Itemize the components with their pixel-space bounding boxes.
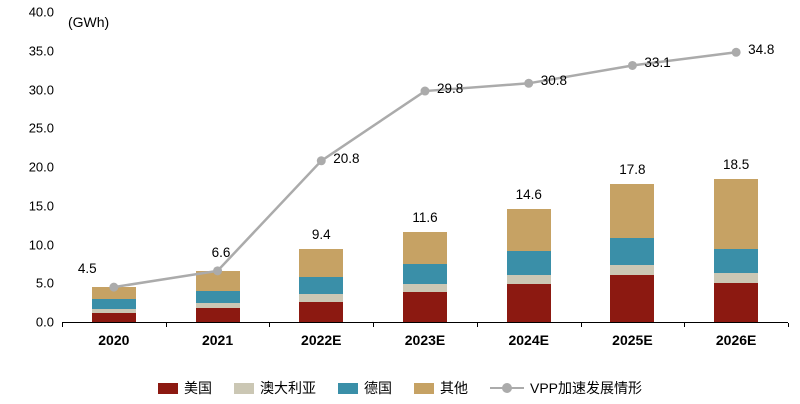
y-tick-label: 15.0 xyxy=(28,198,54,214)
line-point-label: 30.8 xyxy=(540,73,567,89)
bar-segment-澳大利亚 xyxy=(91,308,136,313)
y-tick-label: 5.0 xyxy=(35,275,54,291)
x-axis-tickmark xyxy=(580,323,582,327)
legend-line-marker-icon xyxy=(489,383,524,394)
x-axis-line xyxy=(62,322,788,323)
legend-label: 美国 xyxy=(183,380,212,396)
line-point-label: 6.6 xyxy=(211,244,231,260)
legend: 美国 澳大利亚 德国 其他 VPP加速发展情形 xyxy=(0,378,800,398)
legend-swatch xyxy=(337,382,358,394)
line-marker xyxy=(316,156,326,166)
x-axis-tickmark xyxy=(269,323,271,327)
x-category-label: 2020 xyxy=(98,332,130,348)
line-point-label: 29.8 xyxy=(437,81,464,97)
legend-item-bar-1: 澳大利亚 xyxy=(233,378,316,398)
legend-swatch xyxy=(413,382,434,394)
legend-label: 德国 xyxy=(363,380,392,396)
bar-segment-其他 xyxy=(91,287,136,299)
bar-segment-德国 xyxy=(91,298,136,309)
bar-segment-澳大利亚 xyxy=(403,284,447,292)
y-tick-label: 25.0 xyxy=(28,120,54,136)
line-point-label: 34.8 xyxy=(748,42,775,58)
x-category-label: 2026E xyxy=(715,332,757,348)
bar-segment-德国 xyxy=(403,263,447,285)
y-tick-label: 0.0 xyxy=(35,314,54,330)
x-category-label: 2022E xyxy=(301,332,342,348)
bar-total-label: 14.6 xyxy=(515,186,542,202)
x-axis-tickmark xyxy=(373,323,375,327)
legend-swatch xyxy=(157,382,178,394)
x-category-label: 2024E xyxy=(508,332,549,348)
bar-segment-澳大利亚 xyxy=(714,273,759,284)
bar-segment-美国 xyxy=(506,284,551,322)
line-marker xyxy=(627,60,637,70)
bar-segment-德国 xyxy=(610,238,655,266)
x-category-label: 2021 xyxy=(201,332,234,348)
line-point-label: 20.8 xyxy=(333,150,360,166)
bar-segment-美国 xyxy=(714,283,759,322)
legend-label: 澳大利亚 xyxy=(259,380,316,396)
legend-label: VPP加速发展情形 xyxy=(529,380,642,396)
bar-segment-其他 xyxy=(506,208,551,251)
y-tick-label: 20.0 xyxy=(28,159,54,175)
bar-segment-其他 xyxy=(299,249,344,278)
legend-item-bar-0: 美国 xyxy=(157,378,212,398)
y-axis-unit-label: (GWh) xyxy=(68,14,110,30)
bar-segment-德国 xyxy=(195,291,240,304)
bar-total-label: 17.8 xyxy=(619,162,646,178)
legend-label: 其他 xyxy=(439,380,468,396)
x-category-label: 2025E xyxy=(612,332,653,348)
bar-total-label: 9.4 xyxy=(311,227,331,243)
line-marker xyxy=(731,47,741,57)
bar-segment-德国 xyxy=(506,250,551,275)
x-axis-tickmark xyxy=(684,323,686,327)
x-axis-tickmark xyxy=(165,323,167,327)
bar-segment-其他 xyxy=(195,270,240,291)
y-tick-label: 10.0 xyxy=(28,237,54,252)
line-marker xyxy=(524,78,534,88)
x-axis-tickmark xyxy=(788,323,789,327)
x-axis-tickmark xyxy=(476,323,478,327)
legend-line-dot xyxy=(501,383,512,393)
bar-segment-其他 xyxy=(403,232,447,264)
bar-segment-其他 xyxy=(714,178,759,250)
legend-item-line: VPP加速发展情形 xyxy=(489,378,642,398)
bar-segment-德国 xyxy=(714,249,759,274)
bar-segment-美国 xyxy=(299,301,344,322)
y-tick-label: 35.0 xyxy=(28,43,54,59)
bar-segment-美国 xyxy=(195,308,240,322)
legend-swatch xyxy=(233,382,254,394)
legend-item-bar-3: 其他 xyxy=(413,378,468,398)
line-point-label: 4.5 xyxy=(77,261,97,277)
x-axis-tickmark xyxy=(62,323,63,327)
bar-segment-澳大利亚 xyxy=(506,274,551,285)
bar-segment-其他 xyxy=(610,184,655,239)
legend-item-bar-2: 德国 xyxy=(337,378,392,398)
bar-segment-澳大利亚 xyxy=(610,265,655,275)
y-tick-label: 40.0 xyxy=(28,4,54,20)
bar-segment-澳大利亚 xyxy=(299,294,344,302)
bar-segment-美国 xyxy=(403,291,447,322)
bar-segment-美国 xyxy=(91,312,136,322)
bar-segment-澳大利亚 xyxy=(195,303,240,309)
x-category-label: 2023E xyxy=(404,332,446,348)
bar-total-label: 18.5 xyxy=(723,156,750,172)
line-marker xyxy=(420,86,430,96)
y-tick-label: 30.0 xyxy=(28,82,54,97)
bar-total-label: 11.6 xyxy=(412,210,438,226)
line-point-label: 33.1 xyxy=(644,55,671,71)
bar-segment-德国 xyxy=(299,277,344,295)
bar-segment-美国 xyxy=(610,274,655,322)
